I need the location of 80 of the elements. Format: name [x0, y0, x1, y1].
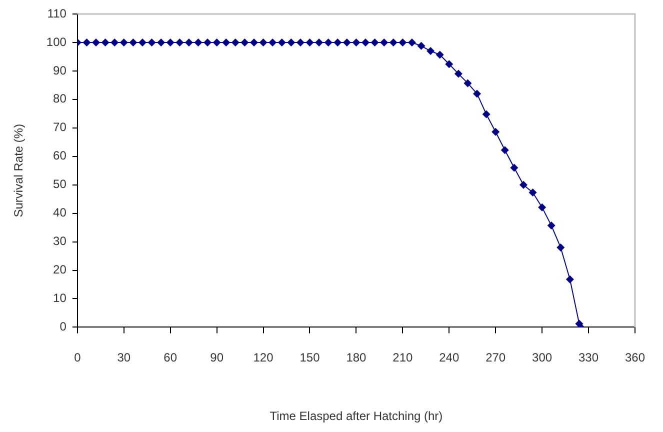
x-tick-label: 240: [439, 350, 460, 365]
point: [426, 47, 435, 56]
y-tick-label: 50: [53, 177, 67, 192]
point: [454, 70, 462, 78]
y-tick-label: 90: [53, 63, 67, 78]
point: [370, 38, 379, 46]
point: [194, 38, 202, 46]
point: [110, 38, 119, 46]
y-tick-label: 60: [53, 148, 67, 163]
point: [408, 38, 416, 46]
point: [120, 38, 128, 46]
point: [473, 90, 482, 98]
x-tick-label: 150: [300, 350, 320, 365]
point: [166, 38, 174, 46]
point: [315, 38, 324, 46]
point: [184, 38, 193, 46]
point: [398, 38, 407, 46]
point: [212, 38, 221, 46]
y-tick-label: 80: [53, 92, 67, 106]
point: [268, 38, 277, 46]
point: [342, 38, 351, 46]
point: [101, 38, 110, 46]
point: [222, 38, 230, 46]
point: [492, 128, 500, 136]
point: [519, 180, 528, 189]
point: [417, 42, 426, 50]
x-tick-label: 210: [392, 350, 413, 365]
point: [464, 79, 472, 88]
point: [259, 38, 268, 46]
point: [157, 38, 166, 46]
x-tick-label: 180: [346, 350, 367, 365]
point: [334, 38, 342, 46]
point: [510, 164, 518, 172]
point: [352, 38, 360, 46]
point: [380, 38, 388, 46]
point: [566, 275, 574, 284]
x-tick-label: 300: [532, 350, 552, 365]
x-tick-label: 120: [253, 350, 274, 365]
y-tick-label: 110: [47, 6, 67, 20]
y-axis-title: Survival Rate (%): [12, 124, 26, 218]
y-tick-label: 30: [53, 234, 67, 248]
point: [82, 38, 91, 46]
x-tick-label: 0: [74, 350, 82, 365]
point: [287, 38, 296, 46]
point: [204, 38, 212, 46]
y-tick-label: 40: [53, 206, 67, 220]
point: [176, 38, 184, 46]
point: [362, 38, 370, 46]
y-tick-label: 0: [60, 320, 67, 334]
point: [92, 38, 100, 46]
point: [148, 38, 156, 46]
y-tick-label: 70: [53, 120, 67, 134]
x-tick-label: 30: [117, 350, 131, 365]
point: [436, 50, 444, 59]
point: [240, 38, 249, 46]
y-tick-label: 100: [46, 34, 67, 49]
point: [389, 38, 398, 46]
x-axis-title: Time Elasped after Hatching (hr): [270, 409, 443, 424]
point: [250, 38, 258, 46]
point: [231, 38, 240, 46]
point: [538, 203, 546, 212]
point: [138, 38, 146, 46]
point: [547, 222, 556, 230]
point: [482, 110, 490, 118]
point: [556, 243, 565, 252]
x-tick-label: 360: [624, 350, 646, 365]
x-tick-label: 330: [578, 350, 599, 365]
y-tick-label: 10: [53, 291, 67, 306]
point: [278, 38, 286, 46]
y-tick-label: 20: [53, 262, 67, 277]
point: [324, 38, 332, 46]
point: [306, 38, 314, 46]
x-tick-label: 60: [164, 350, 178, 365]
point: [528, 188, 537, 197]
point: [500, 146, 509, 154]
x-tick-label: 90: [210, 350, 224, 365]
point: [129, 38, 138, 46]
point: [445, 60, 454, 68]
point: [296, 38, 304, 46]
x-tick-label: 270: [486, 350, 506, 365]
